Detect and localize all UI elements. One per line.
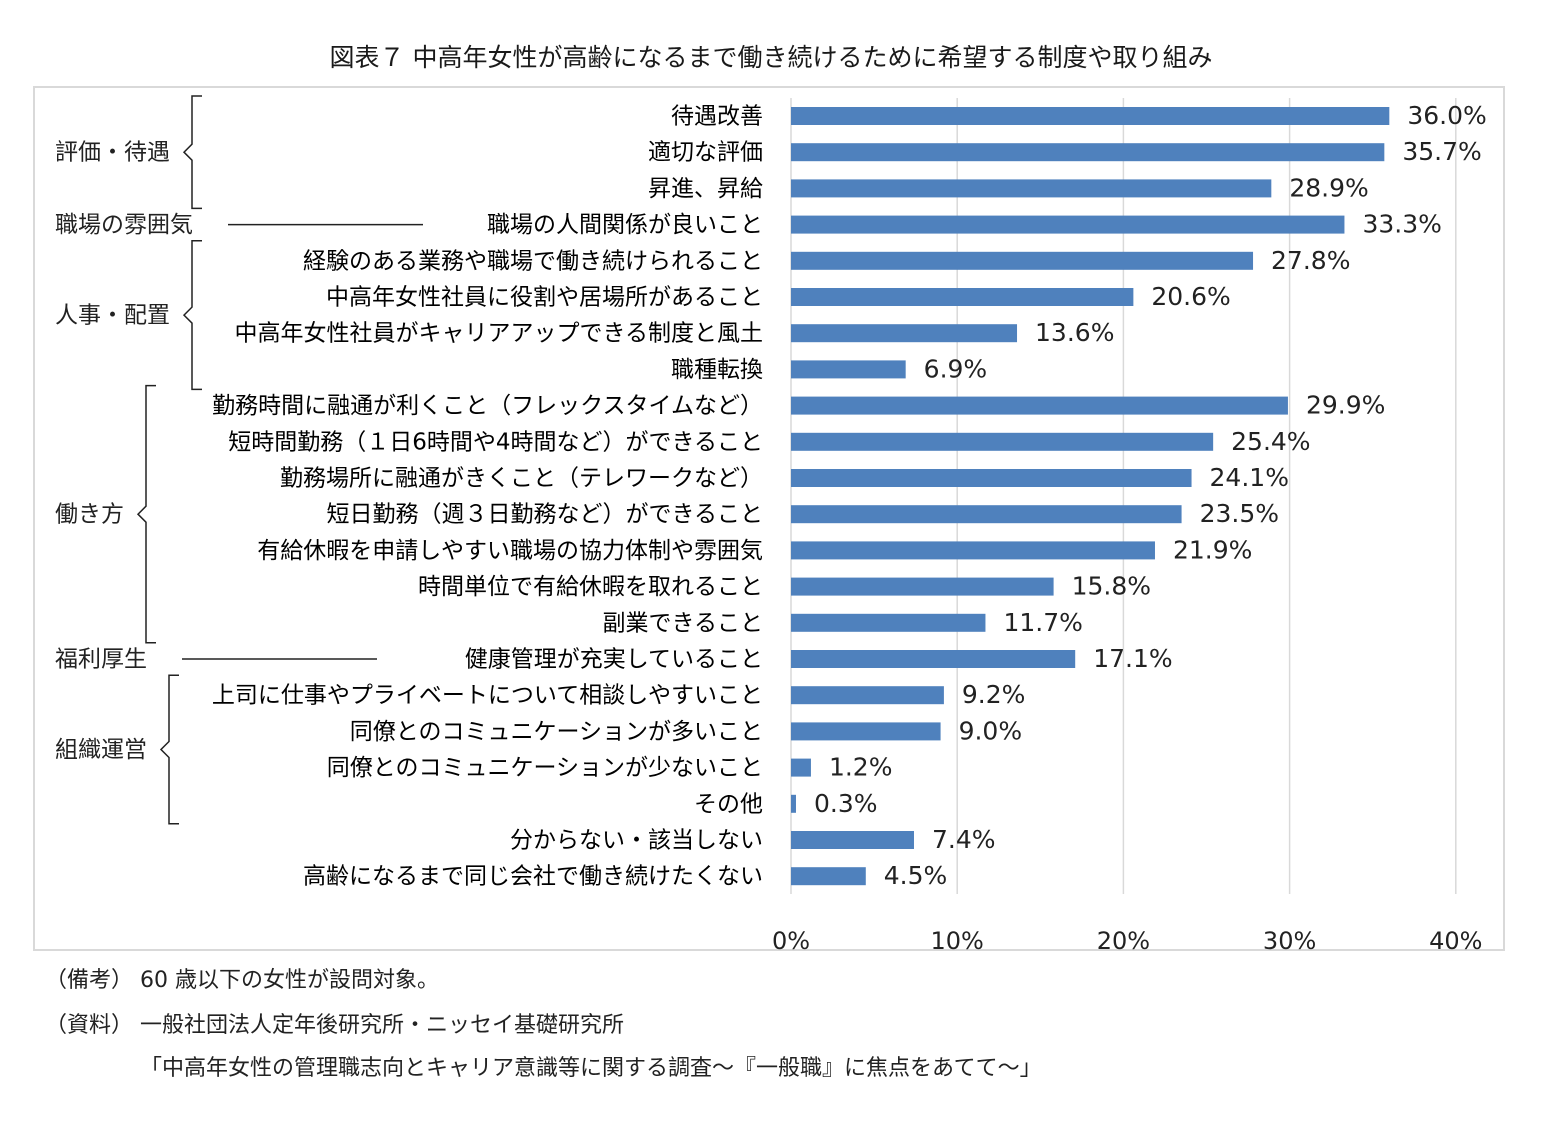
value-label: 17.1%	[1093, 644, 1172, 673]
chart-frame	[33, 86, 1505, 951]
category-label: 同僚とのコミュニケーションが多いこと	[350, 719, 763, 745]
category-label: 職場の人間関係が良いこと	[487, 212, 763, 238]
group-label: 働き方	[55, 502, 124, 528]
value-label: 0.3%	[814, 789, 878, 818]
value-label: 33.3%	[1362, 210, 1441, 239]
x-tick-label: 0%	[772, 927, 810, 955]
value-label: 24.1%	[1210, 463, 1289, 492]
bar	[791, 360, 906, 379]
source-note: （資料） 一般社団法人定年後研究所・ニッセイ基礎研究所	[45, 1007, 624, 1039]
source-text-2: 「中高年女性の管理職志向とキャリア意識等に関する調査～『一般職』に焦点をあてて～…	[140, 1056, 1042, 1081]
category-label: 短時間勤務（１日6時間や4時間など）ができること	[228, 429, 763, 455]
value-label: 25.4%	[1231, 427, 1310, 456]
remark-note: （備考） 60 歳以下の女性が設問対象。	[45, 962, 439, 994]
value-labels: 36.0% 35.7% 28.9% 33.3% 27.8% 20.6% 13.6% 6.9% 2…	[814, 101, 1487, 890]
bar	[791, 650, 1076, 668]
value-label: 7.4%	[932, 825, 996, 854]
bar	[791, 396, 1288, 415]
value-label: 4.5%	[884, 861, 948, 890]
value-label: 29.9%	[1306, 391, 1385, 420]
category-label: 上司に仕事やプライベートについて相談しやすいこと	[212, 683, 763, 709]
x-tick-label: 30%	[1263, 927, 1316, 955]
group-bracket	[159, 674, 179, 825]
category-label: 副業できること	[602, 610, 763, 636]
value-label: 9.0%	[959, 716, 1023, 745]
value-label: 15.8%	[1072, 572, 1151, 601]
category-label: 分からない・該当しない	[510, 828, 763, 854]
category-label: 中高年女性社員がキャリアアップできる制度と風土	[234, 321, 763, 347]
category-label: 勤務場所に融通がきくこと（テレワークなど）	[280, 466, 763, 492]
category-label: 昇進、昇給	[648, 176, 763, 202]
bar	[791, 107, 1390, 125]
value-label: 13.6%	[1035, 318, 1114, 347]
category-label: 適切な評価	[648, 140, 763, 166]
category-label: その他	[694, 791, 763, 817]
bar	[791, 541, 1155, 560]
bar	[791, 686, 944, 705]
value-label: 36.0%	[1407, 101, 1486, 130]
group-bracket	[182, 95, 202, 210]
bar	[791, 794, 796, 813]
bar	[791, 324, 1018, 343]
bar	[791, 505, 1182, 524]
x-tick-label: 20%	[1097, 927, 1150, 955]
group-label: 職場の雰囲気	[55, 212, 193, 238]
bar	[791, 613, 986, 632]
group-label: 評価・待遇	[55, 140, 170, 166]
source-text-1: 一般社団法人定年後研究所・ニッセイ基礎研究所	[140, 1013, 625, 1038]
category-label: 経験のある業務や職場で働き続けられること	[303, 248, 763, 274]
value-label: 27.8%	[1271, 246, 1350, 275]
category-label: 高齢になるまで同じ会社で働き続けたくない	[303, 864, 763, 890]
category-label: 健康管理が充実していること	[465, 647, 763, 673]
bar	[791, 577, 1054, 596]
x-tick-label: 40%	[1429, 927, 1482, 955]
category-label: 有給休暇を申請しやすい職場の協力体制や雰囲気	[257, 538, 763, 564]
value-label: 23.5%	[1200, 499, 1279, 528]
group-bracket	[182, 240, 202, 391]
value-label: 11.7%	[1003, 608, 1082, 637]
bar	[791, 867, 866, 886]
bar	[791, 469, 1192, 487]
bar	[791, 831, 914, 849]
category-label: 待遇改善	[671, 104, 763, 130]
category-label: 時間単位で有給休暇を取れること	[418, 574, 763, 600]
bars	[791, 107, 1390, 886]
value-label: 9.2%	[962, 680, 1026, 709]
remark-text: 60 歳以下の女性が設問対象。	[140, 968, 439, 993]
category-label: 中高年女性社員に役割や居場所があること	[326, 285, 763, 311]
bar	[791, 722, 941, 741]
bar	[791, 432, 1214, 451]
category-label: 職種転換	[671, 357, 763, 383]
bar	[791, 215, 1345, 234]
x-tick-label: 10%	[931, 927, 984, 955]
category-label: 短日勤務（週３日勤務など）ができること	[326, 502, 763, 528]
bar	[791, 288, 1134, 306]
remark-tag: （備考）	[45, 968, 134, 993]
chart-title: 図表７ 中高年女性が高齢になるまで働き続けるために希望する制度や取り組み	[329, 43, 1213, 72]
group-label: 組織運営	[55, 737, 147, 763]
bar	[791, 179, 1272, 198]
source-note-2: 「中高年女性の管理職志向とキャリア意識等に関する調査～『一般職』に焦点をあてて～…	[140, 1050, 1042, 1082]
value-label: 20.6%	[1151, 282, 1230, 311]
group-label: 福利厚生	[55, 647, 147, 673]
x-axis: 0% 10% 20% 30% 40%	[772, 927, 1483, 955]
value-label: 1.2%	[829, 753, 893, 782]
bar	[791, 251, 1254, 270]
category-label: 同僚とのコミュニケーションが少ないこと	[327, 755, 763, 781]
value-label: 6.9%	[924, 354, 988, 383]
category-label: 勤務時間に融通が利くこと（フレックスタイムなど）	[212, 393, 763, 419]
bar	[791, 143, 1385, 162]
value-label: 21.9%	[1173, 535, 1252, 564]
value-label: 28.9%	[1289, 173, 1368, 202]
group-bracket	[136, 384, 156, 644]
group-label: 人事・配置	[55, 303, 170, 329]
bar	[791, 758, 811, 777]
value-label: 35.7%	[1402, 137, 1481, 166]
category-labels: 待遇改善適切な評価昇進、昇給職場の人間関係が良いこと経験のある業務や職場で働き続…	[212, 104, 763, 890]
source-tag: （資料）	[45, 1013, 134, 1038]
